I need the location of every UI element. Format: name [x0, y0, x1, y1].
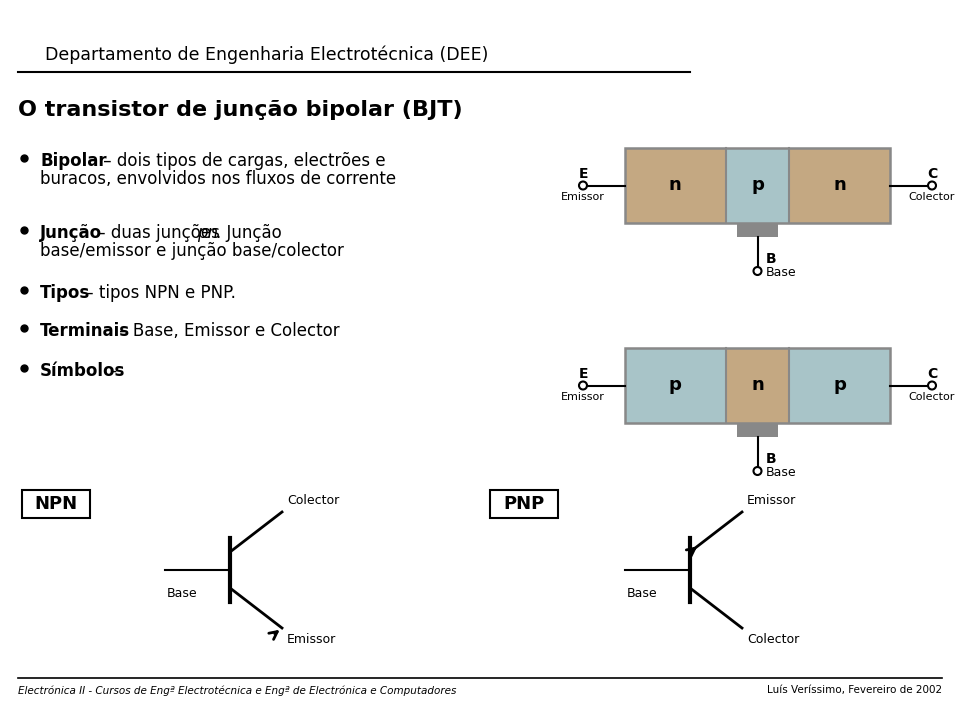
Text: PNP: PNP: [503, 495, 544, 513]
Text: E: E: [578, 368, 588, 381]
Text: B: B: [765, 252, 776, 266]
Text: – Base, Emissor e Colector: – Base, Emissor e Colector: [114, 322, 340, 340]
Text: . Junção: . Junção: [216, 224, 281, 242]
Text: n: n: [751, 376, 764, 395]
Bar: [737, 423, 779, 437]
Text: pn: pn: [197, 224, 218, 242]
Text: Electrónica II - Cursos de Engª Electrotécnica e Engª de Electrónica e Computado: Electrónica II - Cursos de Engª Electrot…: [18, 685, 456, 696]
Text: Emissor: Emissor: [287, 633, 336, 646]
Bar: [625, 148, 726, 223]
Text: Base: Base: [765, 466, 796, 479]
Bar: [789, 348, 890, 423]
Bar: [22, 490, 90, 518]
Text: Emissor: Emissor: [747, 494, 796, 507]
Text: – tipos NPN e PNP.: – tipos NPN e PNP.: [80, 284, 236, 302]
Text: Colector: Colector: [287, 494, 339, 507]
Text: C: C: [926, 368, 937, 381]
Text: Junção: Junção: [40, 224, 102, 242]
Text: buracos, envolvidos nos fluxos de corrente: buracos, envolvidos nos fluxos de corren…: [40, 170, 396, 188]
Text: base/emissor e junção base/colector: base/emissor e junção base/colector: [40, 242, 344, 260]
Text: C: C: [926, 168, 937, 182]
Text: Base: Base: [765, 266, 796, 280]
Text: E: E: [578, 168, 588, 182]
Text: n: n: [833, 177, 846, 195]
Bar: [737, 223, 779, 237]
Text: B: B: [765, 452, 776, 466]
Text: – dois tipos de cargas, electrões e: – dois tipos de cargas, electrões e: [98, 152, 386, 170]
Text: O transistor de junção bipolar (BJT): O transistor de junção bipolar (BJT): [18, 100, 463, 120]
Bar: [625, 348, 726, 423]
Bar: [726, 148, 789, 223]
Bar: [625, 348, 890, 423]
Text: Base: Base: [167, 587, 198, 600]
Text: Emissor: Emissor: [561, 192, 605, 202]
Bar: [625, 148, 890, 223]
Text: Colector: Colector: [909, 391, 955, 401]
Text: Símbolos: Símbolos: [40, 362, 126, 380]
Text: NPN: NPN: [35, 495, 78, 513]
Text: – duas junções: – duas junções: [92, 224, 226, 242]
Bar: [726, 348, 789, 423]
Text: p: p: [751, 177, 764, 195]
Bar: [789, 148, 890, 223]
Text: Terminais: Terminais: [40, 322, 131, 340]
Bar: [490, 490, 558, 518]
Text: Colector: Colector: [747, 633, 800, 646]
Text: Tipos: Tipos: [40, 284, 90, 302]
Text: n: n: [669, 177, 682, 195]
Text: p: p: [669, 376, 682, 395]
Text: Base: Base: [627, 587, 658, 600]
Text: Colector: Colector: [909, 192, 955, 202]
Text: Emissor: Emissor: [561, 391, 605, 401]
Text: Luís Veríssimo, Fevereiro de 2002: Luís Veríssimo, Fevereiro de 2002: [767, 685, 942, 695]
Text: Bipolar: Bipolar: [40, 152, 107, 170]
Text: -: -: [106, 362, 117, 380]
Text: p: p: [833, 376, 846, 395]
Text: Departamento de Engenharia Electrotécnica (DEE): Departamento de Engenharia Electrotécnic…: [45, 45, 489, 63]
